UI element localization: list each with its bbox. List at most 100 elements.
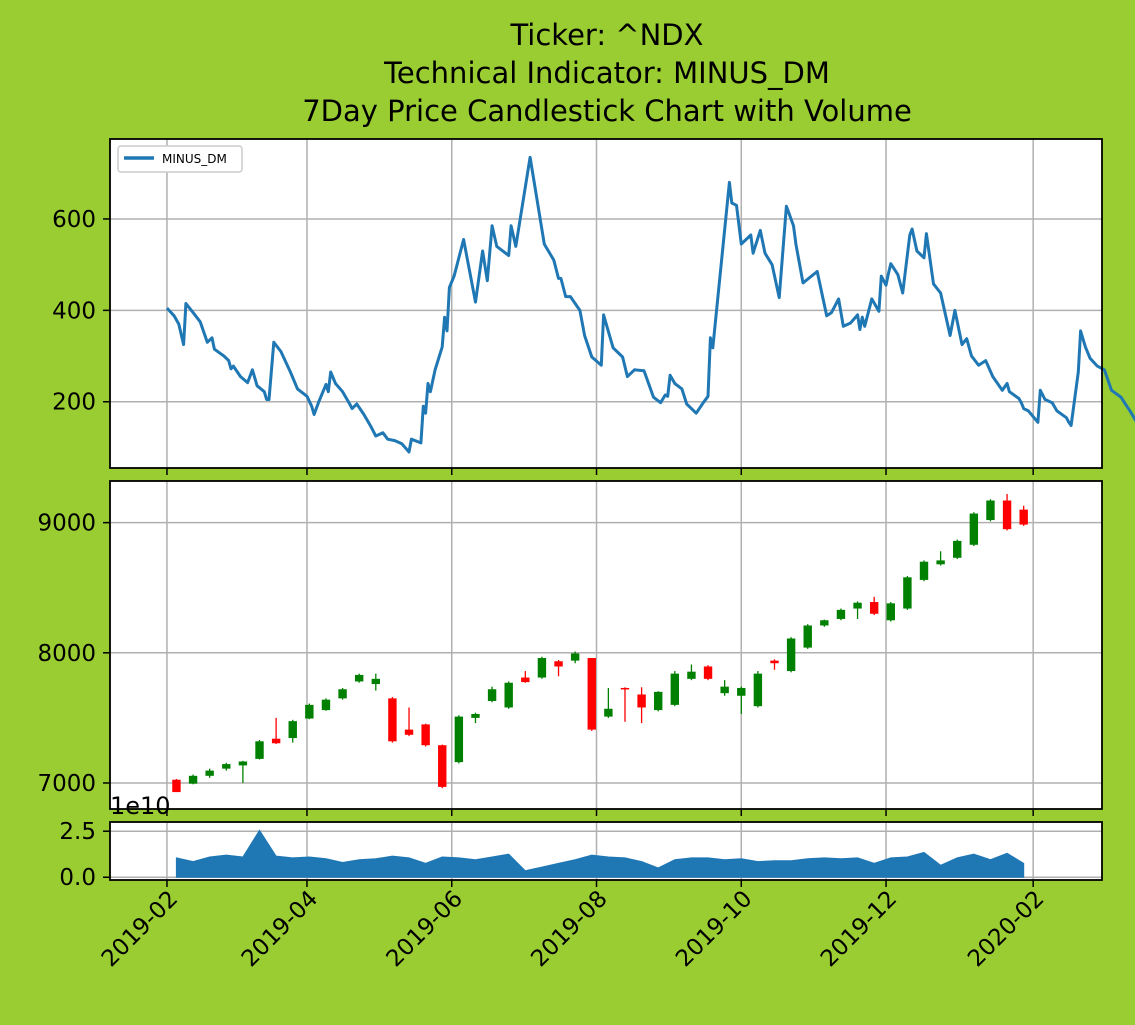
candle-body — [255, 741, 264, 759]
candle-2019-03-12 — [255, 740, 264, 760]
candle-body — [604, 708, 613, 717]
candle-2019-10-22 — [786, 637, 796, 673]
volume-frame — [109, 821, 1103, 881]
xtick-label-2019-04: 2019-04 — [237, 886, 323, 972]
indicator-ytick-label: 600 — [52, 207, 96, 233]
candle-2019-11-05 — [820, 619, 829, 627]
candle-body — [238, 761, 248, 766]
chart-title-line-ticker: Ticker: ^NDX — [509, 18, 703, 52]
candle-body — [953, 540, 962, 558]
volume-ytick-label: 2.5 — [59, 819, 96, 845]
candle-2019-05-21 — [421, 723, 430, 747]
candle-body — [786, 638, 796, 672]
candle-body — [371, 678, 380, 685]
candle-body — [936, 560, 945, 565]
candle-body — [703, 666, 713, 679]
candle-2020-01-07 — [969, 512, 979, 547]
price-ytick-label: 7000 — [37, 771, 96, 797]
candle-2019-09-10 — [687, 664, 696, 681]
candle-body — [205, 770, 214, 776]
candle-body — [770, 660, 779, 664]
candle-body — [305, 704, 314, 719]
indicator-background — [110, 139, 1102, 468]
candle-2019-12-03 — [886, 602, 895, 622]
candle-2019-02-26 — [222, 762, 231, 771]
indicator-ytick-label: 200 — [52, 390, 96, 416]
price-ytick-label: 8000 — [37, 641, 96, 667]
candle-body — [620, 687, 630, 690]
candle-2019-02-19 — [205, 768, 214, 778]
candle-body — [587, 658, 596, 730]
candle-2019-09-24 — [720, 680, 729, 696]
candle-2020-01-28 — [1019, 505, 1028, 526]
xtick-label-2019-12: 2019-12 — [816, 886, 902, 972]
candle-2019-04-09 — [321, 698, 331, 711]
candle-2019-05-07 — [388, 697, 397, 743]
xtick-label-2019-02: 2019-02 — [97, 886, 183, 972]
candle-2019-08-13 — [620, 687, 630, 722]
candle-body — [654, 691, 663, 711]
xtick-label-2020-02: 2020-02 — [963, 886, 1049, 972]
candle-body — [537, 658, 547, 678]
candle-2019-03-26 — [288, 719, 297, 743]
candle-2019-06-04 — [454, 715, 464, 764]
candle-2019-02-05 — [172, 779, 181, 793]
candle-body — [454, 716, 464, 763]
candle-body — [853, 602, 862, 609]
volume-area — [175, 829, 1025, 878]
candle-body — [820, 620, 829, 626]
price-panel: 7000 8000 9000 — [37, 480, 1103, 816]
indicator-ytick-label: 400 — [52, 298, 96, 324]
candle-body — [222, 764, 231, 769]
candle-body — [172, 779, 181, 793]
candle-body — [886, 603, 895, 621]
candle-2019-08-27 — [654, 691, 663, 712]
candle-body — [487, 689, 497, 701]
candle-body — [803, 625, 812, 648]
volume-multiplier-label: 1e10 — [110, 792, 171, 820]
xtick-label-2019-10: 2019-10 — [671, 886, 757, 972]
series-line-minus-dm — [165, 155, 1135, 454]
candle-body — [388, 698, 397, 742]
candle-2019-07-09 — [537, 656, 547, 679]
candle-2019-06-25 — [504, 681, 513, 709]
candle-body — [554, 661, 563, 667]
candle-2019-12-17 — [919, 560, 929, 582]
candle-body — [354, 674, 364, 682]
candle-body — [421, 724, 430, 746]
price-grid — [110, 481, 1102, 809]
indicator-frame — [109, 138, 1103, 469]
legend-label-minus-dm: MINUS_DM — [162, 152, 227, 166]
candle-2019-04-23 — [354, 673, 364, 683]
candle-2019-05-14 — [404, 707, 414, 737]
indicator-grid — [110, 139, 1102, 468]
candle-body — [1019, 509, 1028, 525]
candle-body — [637, 694, 646, 708]
candle-body — [753, 673, 763, 707]
candle-2020-01-21 — [1002, 494, 1012, 531]
candle-2019-10-08 — [753, 671, 763, 708]
candle-body — [869, 602, 879, 614]
candle-body — [969, 513, 979, 545]
candle-2019-12-10 — [903, 576, 912, 610]
candle-2019-07-23 — [570, 651, 580, 664]
candle-2019-04-16 — [338, 687, 347, 700]
price-ytick-label: 9000 — [37, 511, 96, 537]
price-background — [110, 481, 1102, 809]
candle-2019-06-18 — [487, 686, 497, 703]
candle-2019-07-30 — [587, 658, 596, 731]
candle-body — [321, 699, 331, 711]
candle-body — [670, 673, 680, 705]
candle-body — [903, 577, 912, 609]
chart-title-line-description: 7Day Price Candlestick Chart with Volume — [302, 94, 912, 128]
candle-body — [271, 738, 281, 744]
legend-box — [117, 145, 243, 173]
chart-title-line-indicator: Technical Indicator: MINUS_DM — [383, 56, 830, 90]
candle-body — [188, 775, 198, 784]
candle-body — [504, 682, 513, 708]
indicator-panel: 200 400 600 — [52, 138, 1135, 475]
candle-2019-07-16 — [554, 659, 563, 677]
candle-2019-04-30 — [371, 673, 380, 691]
candle-body — [521, 677, 530, 683]
candle-body — [687, 671, 696, 679]
